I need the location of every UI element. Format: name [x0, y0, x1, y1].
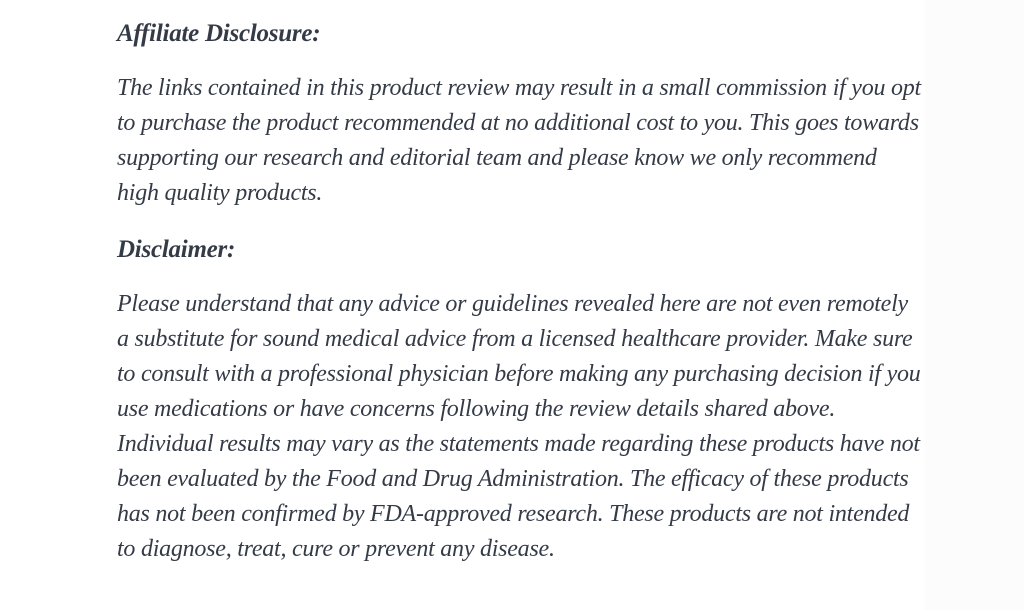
- affiliate-disclosure-heading: Affiliate Disclosure:: [117, 20, 321, 47]
- disclosure-article: Affiliate Disclosure: The links containe…: [117, 20, 921, 562]
- disclaimer-paragraph: Please understand that any advice or gui…: [117, 291, 921, 562]
- article-content-area: Affiliate Disclosure: The links containe…: [117, 20, 922, 562]
- disclaimer-heading: Disclaimer:: [117, 236, 236, 263]
- affiliate-disclosure-paragraph: The links contained in this product revi…: [117, 75, 921, 206]
